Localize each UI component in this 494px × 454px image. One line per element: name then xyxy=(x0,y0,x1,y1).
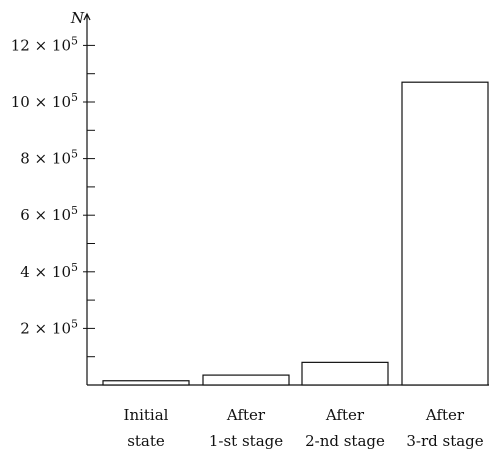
category-label: After xyxy=(425,406,465,424)
category-label: Initial xyxy=(124,406,169,424)
bars xyxy=(102,81,489,386)
y-axis-arrowhead xyxy=(83,12,91,21)
bar xyxy=(401,81,489,386)
y-axis-tick-labels: 2 × 105 4 × 105 6 × 105 8 × 105 10 × 105 12 ×… xyxy=(11,34,78,337)
y-axis: N xyxy=(70,9,91,385)
category-label: 3-rd stage xyxy=(406,432,483,450)
y-axis-title: N xyxy=(70,9,85,27)
category-label: 2-nd stage xyxy=(305,432,385,450)
category-label: 1-st stage xyxy=(209,432,283,450)
bar xyxy=(202,374,290,386)
y-tick-label: 2 × 105 xyxy=(20,317,78,337)
y-tick-label: 8 × 105 xyxy=(20,148,78,168)
y-tick-label: 6 × 105 xyxy=(20,204,78,224)
category-labels: Initial state After 1-st stage After 2-nd sta… xyxy=(124,406,484,450)
y-tick-label: 12 × 105 xyxy=(11,34,78,54)
category-label: After xyxy=(325,406,365,424)
y-tick-label: 10 × 105 xyxy=(11,91,78,111)
y-axis-ticks xyxy=(83,44,95,358)
category-label: After xyxy=(226,406,266,424)
category-label: state xyxy=(127,432,165,450)
y-tick-label: 4 × 105 xyxy=(20,261,78,281)
bar xyxy=(102,380,190,386)
bar xyxy=(301,361,389,386)
